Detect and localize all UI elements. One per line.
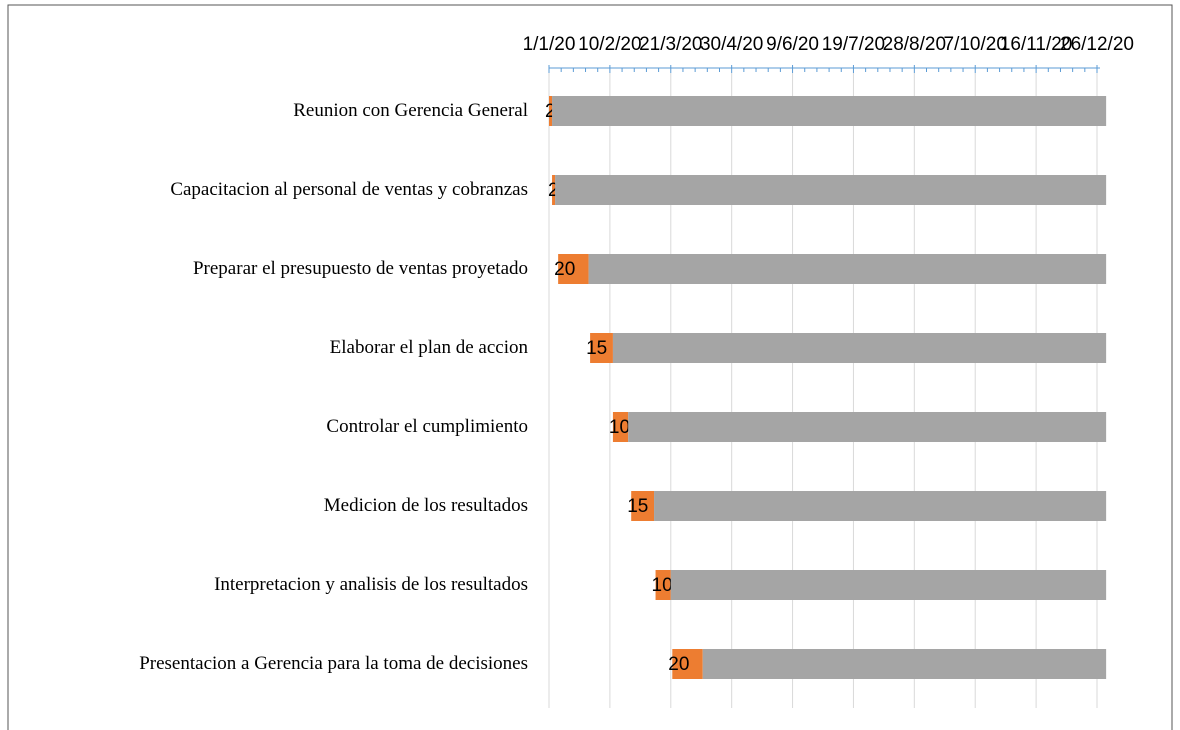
bar-segment bbox=[655, 570, 671, 600]
category-label: Reunion con Gerencia General bbox=[0, 99, 528, 123]
x-tick-label: 28/8/20 bbox=[883, 34, 946, 55]
category-label: Medicion de los resultados bbox=[0, 494, 528, 518]
bar-segment bbox=[588, 254, 1107, 284]
x-tick-label: 26/12/20 bbox=[1060, 34, 1134, 55]
bar-segment bbox=[549, 491, 631, 521]
category-label: Capacitacion al personal de ventas y cob… bbox=[0, 178, 528, 202]
data-label: 15 bbox=[627, 496, 648, 517]
bar-segment bbox=[552, 175, 556, 205]
bar-segment bbox=[549, 333, 590, 363]
bar-segment bbox=[590, 333, 613, 363]
data-label: 10 bbox=[652, 575, 673, 596]
category-text: Presentacion a Gerencia para la toma de … bbox=[139, 653, 528, 674]
x-tick-label: 19/7/20 bbox=[822, 34, 885, 55]
category-label: Preparar el presupuesto de ventas proyet… bbox=[0, 257, 528, 281]
x-tick-label: 1/1/20 bbox=[523, 34, 576, 55]
chart-border bbox=[7, 4, 1173, 730]
bar-segment bbox=[555, 175, 1107, 205]
bar-segment bbox=[549, 412, 613, 442]
bar-segment bbox=[612, 412, 629, 442]
category-text: Interpretacion y analisis de los resulta… bbox=[214, 574, 528, 595]
x-tick-label: 16/11/20 bbox=[1000, 34, 1073, 55]
category-text: Preparar el presupuesto de ventas proyet… bbox=[192, 258, 528, 279]
x-tick-label: 10/2/20 bbox=[578, 34, 641, 55]
bar-segment bbox=[654, 491, 1107, 521]
bar-segment bbox=[702, 649, 1107, 679]
data-label: 2 bbox=[545, 101, 556, 122]
x-tick-label: 21/3/20 bbox=[639, 34, 702, 55]
bar-segment bbox=[549, 570, 656, 600]
category-text: Reunion con Gerencia General bbox=[293, 100, 528, 121]
bar-segment bbox=[552, 96, 1107, 126]
data-label: 20 bbox=[668, 654, 689, 675]
x-tick-label: 7/10/20 bbox=[944, 34, 1007, 55]
x-tick-label: 9/6/20 bbox=[766, 34, 819, 55]
bar-segment bbox=[558, 254, 589, 284]
bar-segment bbox=[628, 412, 1107, 442]
bar-segment bbox=[549, 649, 672, 679]
category-text: Medicion de los resultados bbox=[323, 495, 528, 516]
bar-segment bbox=[631, 491, 655, 521]
bar-segment bbox=[672, 649, 703, 679]
data-label: 2 bbox=[548, 180, 559, 201]
category-label: Presentacion a Gerencia para la toma de … bbox=[0, 652, 528, 676]
x-tick-label: 30/4/20 bbox=[700, 34, 763, 55]
category-text: Capacitacion al personal de ventas y cob… bbox=[170, 179, 528, 200]
category-label: Controlar el cumplimiento bbox=[0, 415, 528, 439]
category-text: Elaborar el plan de accion bbox=[329, 337, 528, 358]
bar-segment bbox=[612, 333, 1107, 363]
bar-segment bbox=[670, 570, 1107, 600]
data-label: 10 bbox=[609, 417, 630, 438]
category-label: Interpretacion y analisis de los resulta… bbox=[0, 573, 528, 597]
data-label: 20 bbox=[554, 259, 575, 280]
category-text: Controlar el cumplimiento bbox=[326, 416, 528, 437]
bar-segment bbox=[549, 96, 553, 126]
data-label: 15 bbox=[586, 338, 607, 359]
category-label: Elaborar el plan de accion bbox=[0, 336, 528, 360]
